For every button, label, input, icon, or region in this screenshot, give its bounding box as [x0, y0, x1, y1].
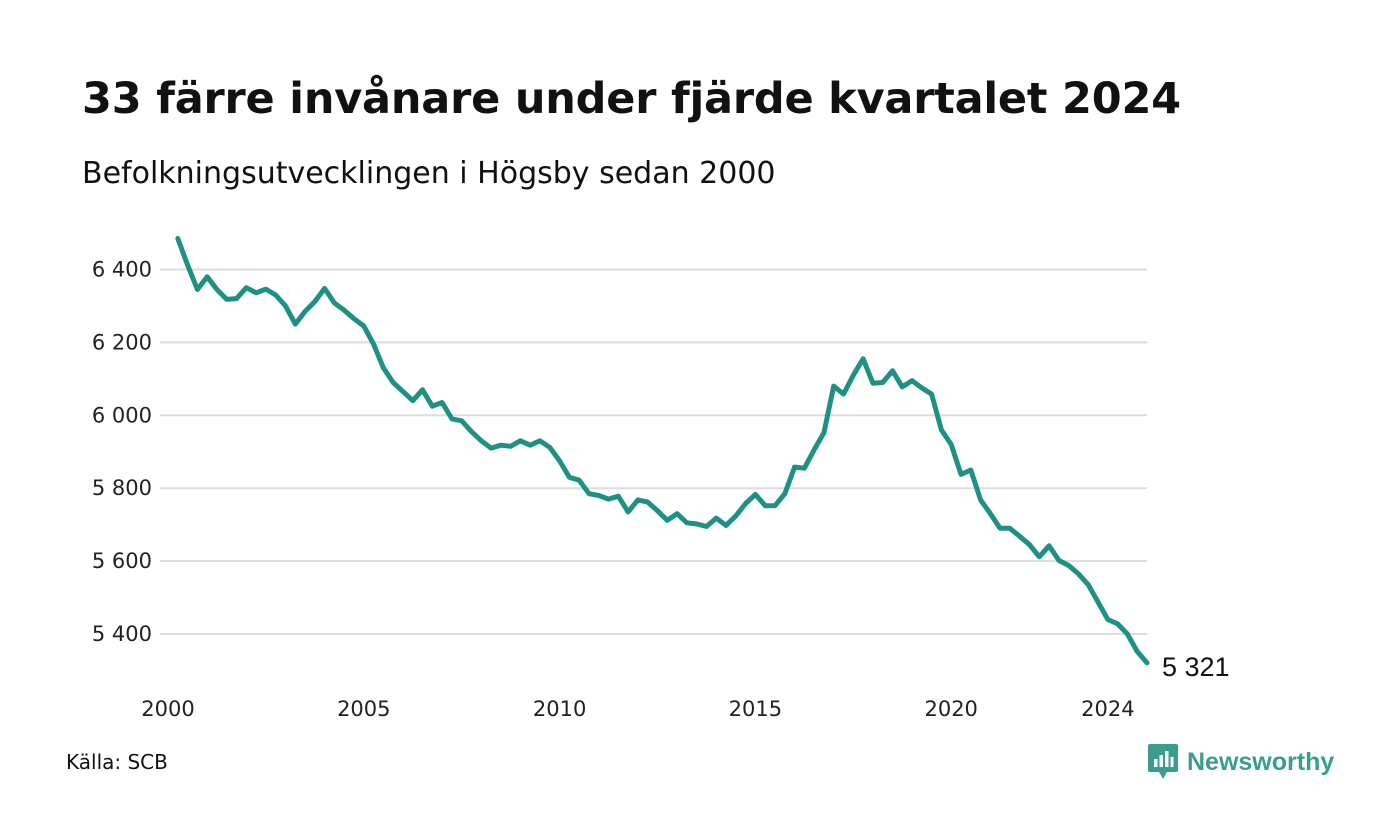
chart-title: 33 färre invånare under fjärde kvartalet… [82, 74, 1181, 124]
y-tick-label: 6 400 [92, 257, 152, 281]
y-tick-label: 5 800 [92, 476, 152, 500]
y-axis-tick-labels: 5 400 5 600 5 800 6 000 6 200 6 400 [92, 257, 152, 646]
chart-subtitle: Befolkningsutvecklingen i Högsby sedan 2… [82, 156, 776, 191]
series-lines [175, 236, 1150, 666]
x-tick-label: 2020 [924, 697, 977, 721]
brand-name: Newsworthy [1187, 747, 1335, 776]
x-tick-label: 2000 [141, 697, 194, 721]
source-note: Källa: SCB [66, 750, 168, 774]
y-tick-label: 5 600 [92, 549, 152, 573]
newsworthy-logo-icon [1148, 744, 1178, 779]
y-tick-label: 5 400 [92, 622, 152, 646]
brand-logo: Newsworthy [1148, 744, 1334, 780]
gridlines [160, 268, 1147, 636]
end-labels: 5 321 [1162, 652, 1230, 682]
y-tick-label: 6 200 [92, 330, 152, 354]
x-tick-label: 2005 [337, 697, 390, 721]
x-tick-label: 2010 [533, 697, 586, 721]
x-tick-label: 2015 [729, 697, 782, 721]
series-line [175, 236, 1150, 666]
x-axis-tick-labels: 2000 2005 2010 2015 2020 2024 [141, 697, 1134, 721]
x-tick-label: 2024 [1081, 697, 1134, 721]
y-tick-label: 6 000 [92, 403, 152, 427]
end-value-label: 5 321 [1162, 652, 1230, 682]
